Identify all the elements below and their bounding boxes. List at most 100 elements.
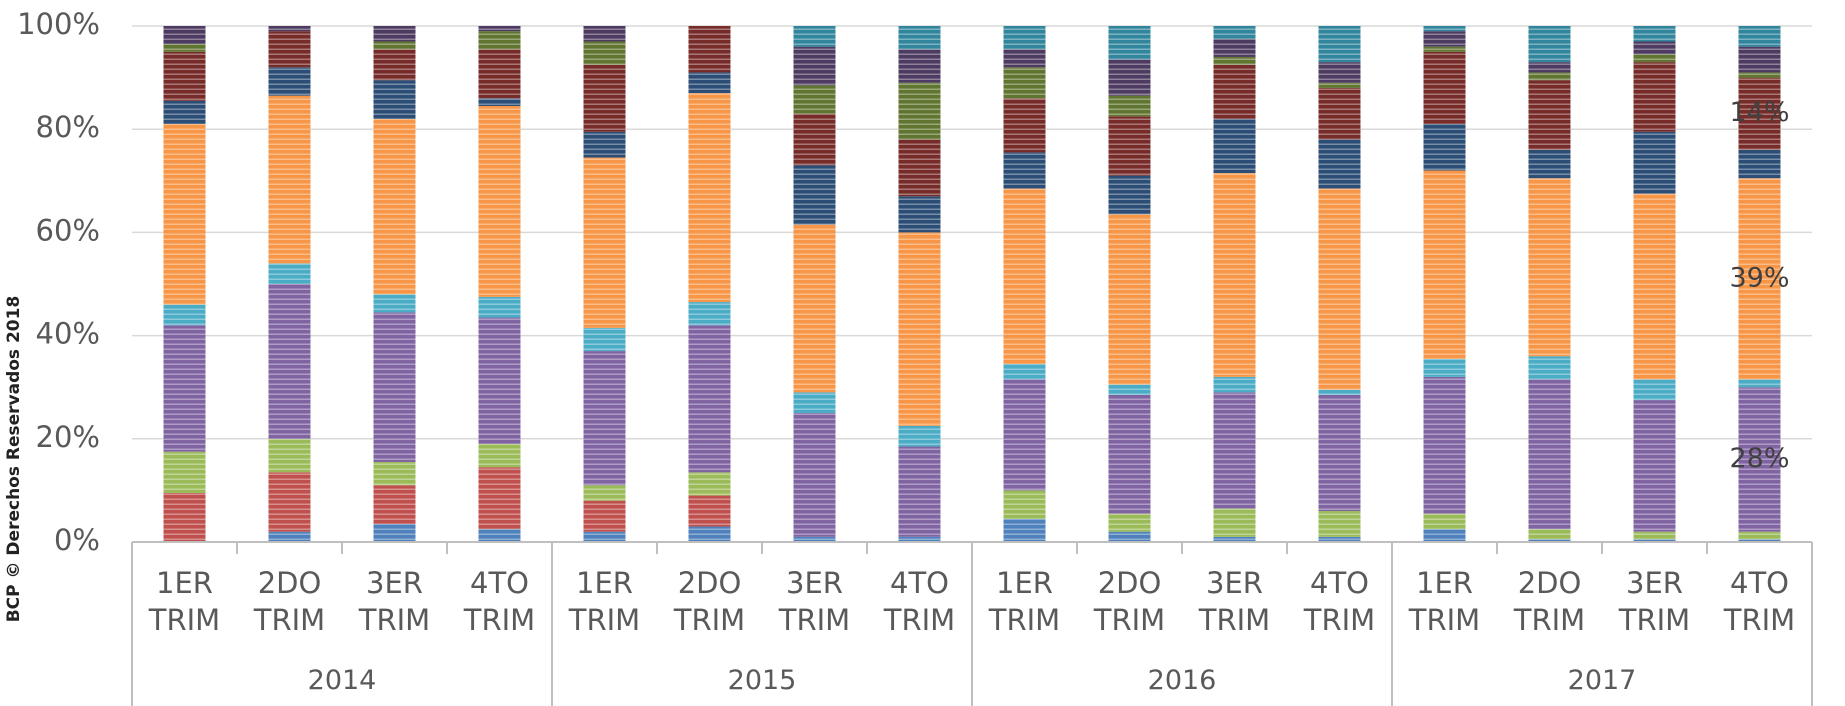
group-label: 2017 <box>1567 665 1637 696</box>
bar-segment <box>1003 152 1046 189</box>
bar-segment <box>1003 67 1046 99</box>
bar-segment <box>163 44 206 52</box>
bar-segment <box>1528 379 1571 530</box>
bar-segment <box>898 26 941 50</box>
bar-segment <box>583 351 626 486</box>
bar-segment <box>1108 95 1151 117</box>
bar-segment <box>1633 531 1676 540</box>
bar-segment <box>1738 46 1781 73</box>
bar-segment <box>1213 26 1256 39</box>
bar-segment <box>1528 178 1571 357</box>
bar-segment <box>583 485 626 501</box>
bar-segment <box>1528 72 1571 81</box>
bar-segment <box>1738 77 1781 150</box>
bar-segment <box>1108 394 1151 514</box>
bar-segment <box>688 472 731 496</box>
bar-segment <box>1108 513 1151 532</box>
bar-segment <box>1213 38 1256 57</box>
bar-segment <box>1213 64 1256 119</box>
bar-segment <box>1528 356 1571 380</box>
bar-segment <box>1738 149 1781 179</box>
x-tick-label: 1ER TRIM <box>1408 566 1481 637</box>
x-tick-label: 3ER TRIM <box>778 566 851 637</box>
bar-segment <box>1318 536 1361 542</box>
bar-segment <box>1738 178 1781 380</box>
bar-segment <box>163 304 206 326</box>
bar-segment <box>793 113 836 166</box>
bar-segment <box>1318 511 1361 537</box>
y-tick-label: 80% <box>36 110 100 144</box>
bar-segment <box>268 531 311 542</box>
bar-segment <box>583 157 626 328</box>
bar-segment <box>1528 26 1571 63</box>
bar-segment <box>583 26 626 42</box>
bar-segment <box>1108 175 1151 215</box>
bar-segment <box>268 31 311 68</box>
bar-segment <box>1108 531 1151 542</box>
data-label: 28% <box>1729 443 1789 474</box>
bar-segment <box>478 296 521 318</box>
bar-segment <box>1003 188 1046 364</box>
bar-segment <box>163 325 206 452</box>
x-tick-label: 2DO TRIM <box>253 566 326 637</box>
bar-segment <box>1528 80 1571 150</box>
bar-segment <box>793 413 836 537</box>
bar-segment <box>793 26 836 47</box>
bar-segment <box>268 438 311 473</box>
watermark: BCP © Derechos Reservados 2018 <box>4 296 24 623</box>
data-label: 14% <box>1729 97 1789 128</box>
bar-segment <box>1318 26 1361 63</box>
bar-segment <box>1003 26 1046 50</box>
bar-segment <box>793 165 836 225</box>
bar-segment <box>1318 139 1361 189</box>
bar-segment <box>1213 118 1256 174</box>
bar-segment <box>1108 26 1151 60</box>
bar-segment <box>898 139 941 197</box>
bar-segment <box>688 302 731 326</box>
bar-segment <box>1633 539 1676 542</box>
bar-segment <box>268 67 311 96</box>
bar-segment <box>1213 392 1256 509</box>
bar-segment <box>1528 529 1571 540</box>
bar-segment <box>583 531 626 542</box>
bar-segment <box>1108 59 1151 96</box>
bar-segment <box>268 26 311 32</box>
bar-segment <box>898 425 941 447</box>
bar-segment <box>478 467 521 530</box>
x-tick-label: 3ER TRIM <box>1618 566 1691 637</box>
bar-segment <box>1528 539 1571 542</box>
x-tick-label: 2DO TRIM <box>1093 566 1166 637</box>
bar-segment <box>1738 72 1781 78</box>
x-tick-label: 2DO TRIM <box>1513 566 1586 637</box>
bar-segment <box>583 327 626 352</box>
bar-segment <box>478 105 521 297</box>
bar-segment <box>1738 26 1781 47</box>
bar-segment <box>373 523 416 542</box>
bar-segment <box>1633 400 1676 532</box>
bar-segment <box>688 72 731 94</box>
bar-segment <box>1318 62 1361 83</box>
bar-segment <box>1213 173 1256 377</box>
bar-segment <box>688 93 731 303</box>
bar-segment <box>1633 26 1676 42</box>
bar-segment <box>1423 31 1466 47</box>
bar-segment <box>1738 531 1781 540</box>
bar-segment <box>793 392 836 413</box>
bar-segment <box>898 82 941 140</box>
bar-segment <box>1738 387 1781 532</box>
bar-segment <box>1108 116 1151 176</box>
bar-segment <box>163 124 206 305</box>
bar-segment <box>373 80 416 119</box>
bar-segment <box>1528 62 1571 73</box>
bar-segment <box>793 224 836 393</box>
bar-segment <box>1213 56 1256 65</box>
bar-segment <box>1003 379 1046 491</box>
y-tick-label: 40% <box>36 317 100 351</box>
bar-segment <box>268 95 311 264</box>
bar-segment <box>1423 376 1466 514</box>
bar-segment <box>373 462 416 486</box>
x-tick-label: 3ER TRIM <box>358 566 431 637</box>
bar-segment <box>478 26 521 32</box>
